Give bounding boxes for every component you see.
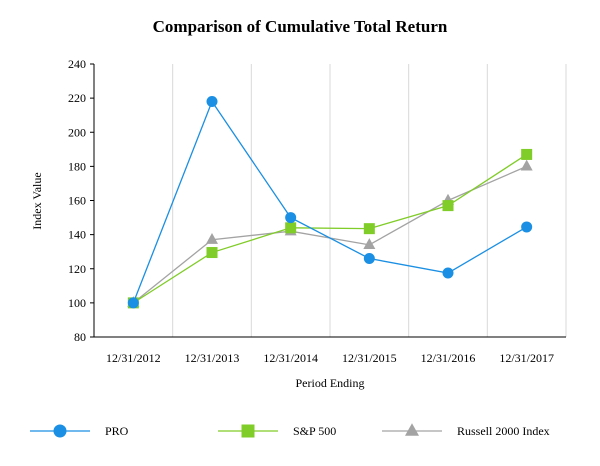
x-tick-label: 12/31/2016 <box>421 351 476 365</box>
data-point <box>442 267 454 279</box>
data-point <box>363 223 375 235</box>
grid <box>172 64 567 337</box>
data-point <box>206 233 218 244</box>
data-point <box>285 222 297 234</box>
y-tick-label: 220 <box>68 91 86 105</box>
legend-label: Russell 2000 Index <box>457 424 550 438</box>
x-axis-ticks: 12/31/2012 12/31/2013 12/31/2014 12/31/2015… <box>106 351 554 365</box>
data-point <box>521 148 533 160</box>
y-tick-label: 80 <box>74 330 86 344</box>
series-pro <box>127 96 533 309</box>
data-point <box>521 221 533 233</box>
data-point <box>442 200 454 212</box>
data-point <box>285 212 297 224</box>
legend-marker <box>53 424 67 438</box>
x-axis-label: Period Ending <box>296 376 365 390</box>
y-axis-ticks: 80 100 120 140 160 180 200 220 240 <box>68 57 94 344</box>
legend-item: Russell 2000 Index <box>382 423 550 438</box>
y-tick-label: 160 <box>68 194 86 208</box>
y-tick-label: 240 <box>68 57 86 71</box>
data-point <box>363 253 375 265</box>
legend-marker <box>405 423 419 436</box>
y-tick-label: 140 <box>68 228 86 242</box>
data-point <box>363 238 376 249</box>
y-tick-label: 100 <box>68 296 86 310</box>
chart-title: Comparison of Cumulative Total Return <box>153 17 448 36</box>
y-tick-label: 120 <box>68 262 86 276</box>
data-point <box>520 159 533 171</box>
legend-label: PRO <box>105 424 129 438</box>
legend-marker <box>241 424 255 438</box>
legend-label: S&P 500 <box>293 424 336 438</box>
data-point <box>127 297 139 309</box>
series-line <box>132 153 528 304</box>
y-tick-label: 200 <box>68 125 86 139</box>
x-tick-label: 12/31/2014 <box>263 351 318 365</box>
x-tick-label: 12/31/2012 <box>106 351 161 365</box>
x-tick-label: 12/31/2013 <box>185 351 240 365</box>
data-point <box>206 247 218 259</box>
x-tick-label: 12/31/2015 <box>342 351 397 365</box>
legend-item: S&P 500 <box>218 424 336 438</box>
series-group <box>127 96 533 309</box>
legend: PRO S&P 500 Russell 2000 Index <box>30 423 550 438</box>
y-axis-label: Index Value <box>30 172 44 229</box>
data-point <box>206 96 218 108</box>
y-tick-label: 180 <box>68 159 86 173</box>
legend-item: PRO <box>30 424 129 438</box>
series-line <box>132 100 527 304</box>
x-tick-label: 12/31/2017 <box>499 351 554 365</box>
